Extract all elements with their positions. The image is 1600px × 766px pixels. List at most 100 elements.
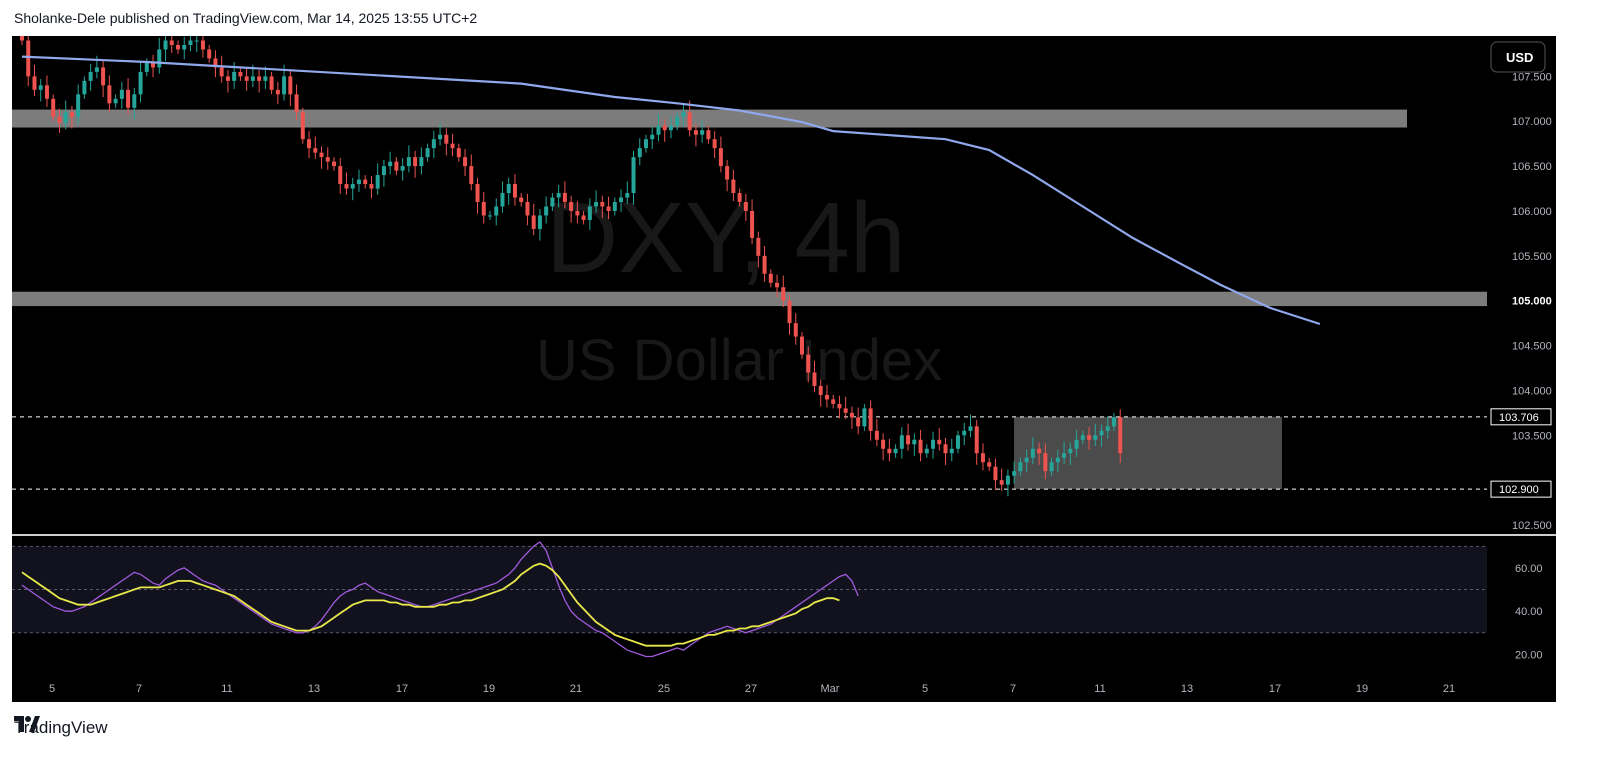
rsi-axis-tick: 60.00 (1515, 563, 1543, 575)
candle-body (874, 430, 879, 440)
currency-button-box (1490, 41, 1546, 73)
candle-body (500, 193, 505, 207)
candle (625, 181, 630, 204)
price-axis-tick: 105.500 (1512, 251, 1552, 263)
candle-body (369, 184, 374, 189)
candle (257, 70, 262, 93)
candle-body (232, 71, 237, 81)
candle (469, 154, 474, 191)
candle (488, 210, 492, 220)
rsi-axis-tick: 40.00 (1515, 606, 1543, 618)
candle-body (625, 193, 630, 198)
candle-body (594, 202, 599, 207)
candle (388, 151, 393, 175)
candle-body (1062, 453, 1067, 458)
candle-body (107, 85, 112, 104)
time-axis-tick: 11 (1094, 683, 1105, 695)
candle-body (63, 112, 68, 124)
time-axis-tick: 5 (922, 683, 928, 695)
candle (750, 199, 755, 245)
candle (325, 147, 330, 170)
candle-body (650, 134, 655, 140)
candle (76, 84, 81, 125)
candle (413, 150, 418, 178)
chart-frame[interactable]: DXY, 4h US Dollar Index 107.500 107.000 106.… (12, 36, 1556, 702)
candle-body (893, 448, 898, 454)
resistance-zone (12, 291, 1487, 307)
candle-body (899, 435, 904, 449)
candle (619, 189, 624, 212)
candle-body (388, 161, 393, 167)
candle (82, 76, 87, 99)
candle-body (113, 98, 118, 104)
candle (313, 136, 318, 159)
candle (151, 54, 156, 78)
candle-body (537, 215, 542, 229)
candle (1105, 416, 1110, 439)
candle (244, 68, 249, 91)
candle (681, 104, 686, 127)
candle-body (375, 175, 380, 189)
price-chart[interactable]: DXY, 4h US Dollar Index 107.500 107.000 106.… (12, 36, 1556, 702)
candle (512, 174, 517, 206)
rsi-signal-line (21, 562, 840, 647)
candle (856, 407, 861, 435)
candle (126, 78, 131, 115)
candle-body (431, 139, 436, 149)
candle-body (569, 202, 574, 211)
candle (756, 231, 761, 268)
candle (644, 134, 648, 153)
candle-body (775, 282, 780, 288)
tradingview-footer[interactable]: TradingView (14, 716, 108, 740)
candle-body (681, 112, 686, 117)
candle (706, 125, 711, 144)
candle-body (693, 130, 698, 135)
candle-body (837, 403, 842, 409)
candle (44, 75, 49, 107)
candle (113, 94, 118, 108)
candle (176, 40, 180, 54)
candle-body (194, 40, 199, 42)
candle-body (1080, 435, 1085, 440)
rsi-axis-tick: 20.00 (1515, 649, 1543, 661)
candle (107, 75, 112, 112)
price-axis-tick: 106.500 (1512, 161, 1552, 173)
price-label-box (1490, 408, 1552, 426)
candle (525, 193, 530, 226)
candle (762, 245, 767, 282)
candle-body (238, 71, 243, 77)
candle (575, 201, 580, 224)
candle (1018, 457, 1023, 476)
candle-body (725, 166, 730, 180)
candle (931, 431, 936, 459)
candle-body (257, 76, 262, 81)
candle (444, 128, 449, 156)
candle-body (943, 444, 948, 454)
candle (51, 94, 56, 122)
candle-body (1068, 448, 1073, 454)
price-axis-tick: 104.000 (1512, 385, 1552, 397)
candle-body (456, 148, 461, 158)
candle (718, 136, 723, 173)
candle (375, 163, 380, 195)
candle (381, 159, 386, 187)
candle (937, 428, 942, 451)
candle (999, 468, 1004, 491)
time-axis-tick: Mar (821, 683, 840, 695)
candle-body (656, 125, 661, 135)
candle (656, 114, 661, 141)
candle-body (1018, 462, 1023, 472)
candle-body (993, 466, 998, 481)
candle-body (718, 148, 723, 167)
candle-body (132, 94, 137, 108)
candle (918, 429, 923, 462)
candle-body (169, 40, 174, 45)
candle (606, 196, 611, 220)
candle (943, 437, 948, 465)
candle (631, 150, 636, 205)
candle-body (488, 215, 492, 217)
candle-body (974, 426, 979, 454)
candle (800, 332, 804, 360)
candle-body (138, 71, 143, 95)
currency-usd-button[interactable]: USD (1490, 41, 1546, 73)
